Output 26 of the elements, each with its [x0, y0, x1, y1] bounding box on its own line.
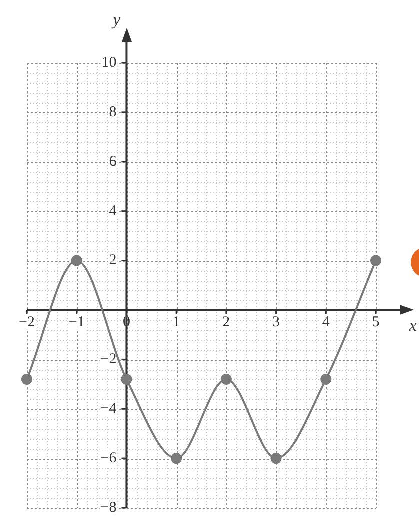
point [270, 453, 282, 464]
point [71, 255, 82, 266]
y-tick-label: 4 [109, 203, 118, 220]
x-tick-label: −2 [19, 314, 35, 331]
x-axis-title: x [408, 316, 418, 336]
point [171, 453, 182, 464]
y-axis-title: y [111, 10, 122, 29]
x-tick-label: 3 [272, 314, 280, 331]
x-tick-label: −1 [68, 314, 85, 331]
y-tick-label: 6 [109, 154, 118, 170]
y-tick-label: 8 [109, 104, 117, 120]
point [121, 374, 132, 385]
y-tick-label: −2 [100, 352, 117, 368]
y-tick-label: −8 [100, 500, 117, 516]
x-tick-label: 4 [322, 314, 330, 331]
point [220, 374, 232, 385]
y-tick-label: 2 [109, 252, 117, 269]
y-tick-label: −6 [100, 450, 118, 466]
y-tick-label: −4 [100, 401, 118, 418]
x-tick-label: 5 [372, 314, 380, 331]
x-tick-label: 1 [172, 314, 180, 331]
y-tick-label: 10 [102, 54, 117, 71]
point [320, 374, 332, 385]
point [370, 255, 382, 266]
x-tick-label: 2 [222, 314, 230, 331]
point [22, 374, 32, 385]
